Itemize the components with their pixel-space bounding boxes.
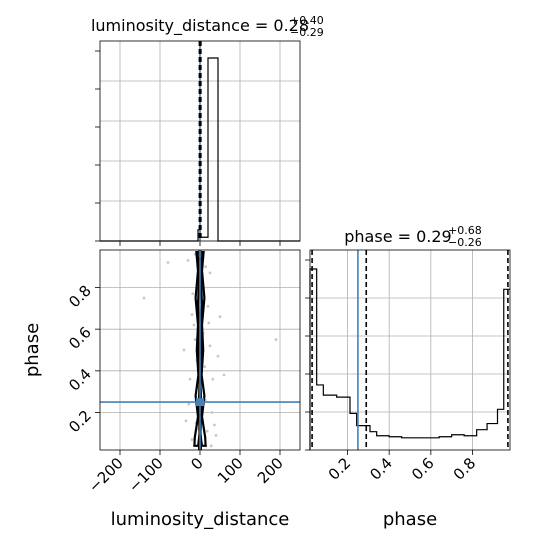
br-xtick-label-2: 0.6 (408, 454, 438, 484)
scatter-point-36 (182, 348, 186, 352)
scatter-point-8 (193, 338, 197, 341)
scatter-point-3 (190, 313, 194, 316)
truth-marker (196, 398, 204, 407)
contour-outer (193, 251, 207, 447)
bl-xtick-label-0: −200 (85, 454, 127, 496)
y-axis-label-phase: phase (22, 323, 43, 377)
scatter-point-27 (208, 271, 212, 275)
scatter-point-5 (190, 438, 194, 441)
hist-luminosity-distance-title: luminosity_distance = 0.28 (91, 16, 309, 36)
scatter-point-21 (208, 344, 212, 348)
scatter-point-19 (205, 429, 209, 433)
bl-xtick-label-1: −100 (125, 454, 167, 496)
bl-xtick-label-4: 200 (254, 454, 287, 487)
scatter-point-38 (209, 444, 213, 448)
bl-ytick-label-2: 0.6 (65, 323, 95, 353)
scatter-point-37 (218, 315, 222, 319)
joint-panel: −200−100 0 100 200 0.2 0.4 0.6 0.8 (65, 249, 301, 496)
scatter-point-22 (210, 411, 214, 414)
scatter-point-1 (166, 261, 170, 264)
bl-ytick-label-0: 0.2 (65, 407, 95, 437)
bl-ytick-label-1: 0.4 (65, 365, 95, 395)
hist-luminosity-distance-panel: luminosity_distance = 0.28 +0.40 −0.29 (91, 14, 324, 246)
x-axis-label-luminosity-distance: luminosity_distance (111, 509, 290, 530)
hist-phase-frame (309, 249, 511, 451)
scatter-point-23 (211, 377, 215, 381)
scatter-point-11 (192, 323, 196, 327)
hist-phase-title-minus: −0.26 (448, 236, 482, 249)
scatter-point-24 (214, 434, 218, 437)
hist-phase-title: phase = 0.29 (344, 227, 451, 246)
scatter-point-33 (207, 321, 211, 325)
scatter-point-26 (222, 373, 226, 377)
scatter-point-2 (186, 259, 190, 262)
scatter-point-17 (203, 365, 207, 369)
bl-xtick-label-2: 0 (187, 454, 206, 473)
x-axis-label-phase: phase (383, 509, 437, 530)
scatter-point-25 (216, 354, 220, 358)
hist-phase-panel: 0.2 0.4 0.6 0.8 phase = 0.29 +0.68 −0.26 (305, 224, 511, 484)
scatter-point-20 (206, 304, 210, 308)
hist-luminosity-distance-title-plus: +0.40 (290, 14, 324, 27)
scatter-point-29 (187, 402, 191, 406)
scatter-point-0 (142, 296, 146, 300)
scatter-point-40 (274, 338, 278, 341)
hist-luminosity-distance-title-minus: −0.29 (290, 26, 324, 39)
scatter-point-41 (204, 265, 208, 269)
bl-xtick-label-3: 100 (214, 454, 247, 487)
hist-phase-title-plus: +0.68 (448, 224, 482, 237)
br-xtick-label-0: 0.2 (325, 454, 355, 484)
scatter-point-35 (213, 423, 216, 427)
bl-ytick-label-3: 0.8 (65, 282, 95, 312)
br-xtick-label-3: 0.8 (450, 454, 480, 484)
scatter-point-4 (188, 377, 192, 381)
br-xtick-label-1: 0.4 (366, 454, 396, 484)
scatter-point-34 (191, 292, 195, 296)
scatter-point-28 (184, 419, 188, 423)
hist-phase-step (309, 268, 510, 450)
